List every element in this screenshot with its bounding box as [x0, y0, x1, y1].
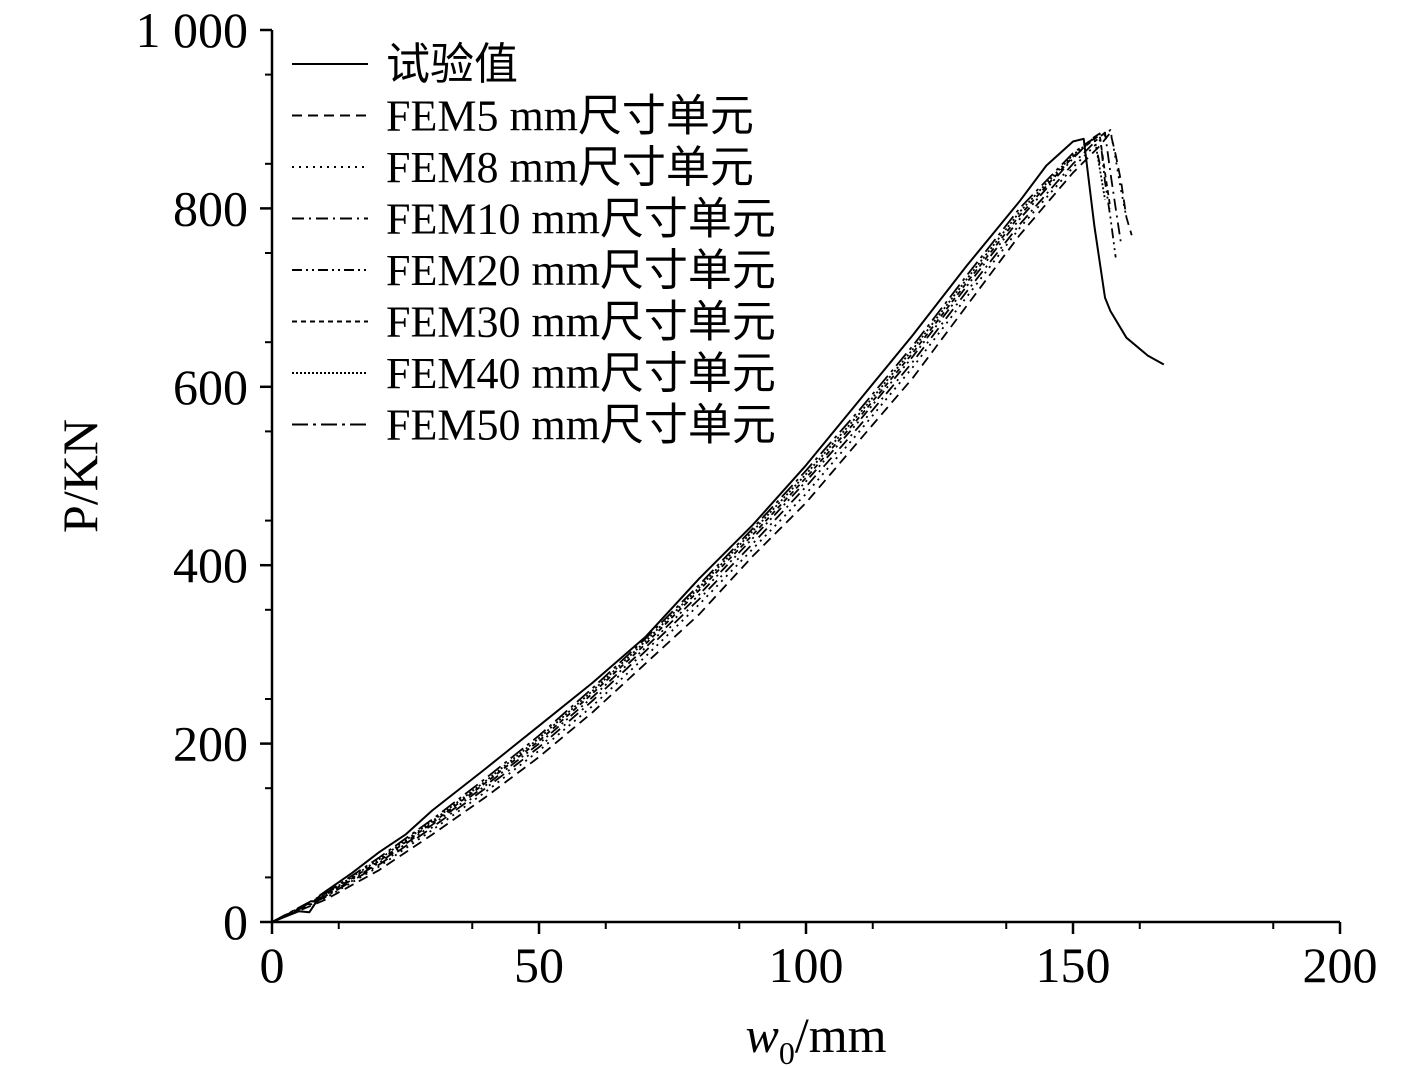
- y-tick-label: 1 000: [136, 2, 249, 58]
- x-axis-label-unit: /mm: [795, 1007, 887, 1063]
- y-tick-label: 200: [173, 716, 248, 772]
- y-axis-ticks: 0 200 400 600 800 1 000: [136, 2, 272, 950]
- x-tick-label: 0: [260, 937, 285, 993]
- legend-label-5: FEM20 mm尺寸单元: [386, 246, 776, 295]
- y-tick-label: 400: [173, 537, 248, 593]
- legend-label-7: FEM40 mm尺寸单元: [386, 349, 776, 398]
- x-tick-label: 150: [1036, 937, 1111, 993]
- x-tick-label: 100: [769, 937, 844, 993]
- series-line-5: [271, 132, 1117, 923]
- series-line-1: [271, 137, 1165, 923]
- y-tick-label: 0: [223, 894, 248, 950]
- legend-label-6: FEM30 mm尺寸单元: [386, 298, 776, 347]
- x-axis-label-main: w: [745, 1007, 778, 1063]
- legend-label-2: FEM5 mm尺寸单元: [386, 92, 754, 141]
- x-tick-label: 200: [1303, 937, 1378, 993]
- series-line-4: [271, 131, 1122, 923]
- y-tick-label: 800: [173, 180, 248, 236]
- legend-label-3: FEM8 mm尺寸单元: [386, 143, 754, 192]
- series-line-8: [271, 137, 1101, 923]
- y-tick-label: 600: [173, 359, 248, 415]
- series-line-7: [271, 136, 1106, 923]
- x-axis-ticks: 0 50 100 150 200: [260, 922, 1378, 993]
- series-line-6: [271, 134, 1112, 923]
- x-tick-label: 50: [514, 937, 564, 993]
- legend-label-8: FEM50 mm尺寸单元: [386, 401, 776, 450]
- y-axis-label: P/KN: [52, 419, 108, 533]
- legend-label-4: FEM10 mm尺寸单元: [386, 195, 776, 244]
- legend-label-1: 试验值: [386, 40, 518, 89]
- data-series: [271, 128, 1165, 923]
- x-axis-label-subscript: 0: [779, 1035, 795, 1068]
- x-axis-label: w0/mm: [745, 1007, 886, 1068]
